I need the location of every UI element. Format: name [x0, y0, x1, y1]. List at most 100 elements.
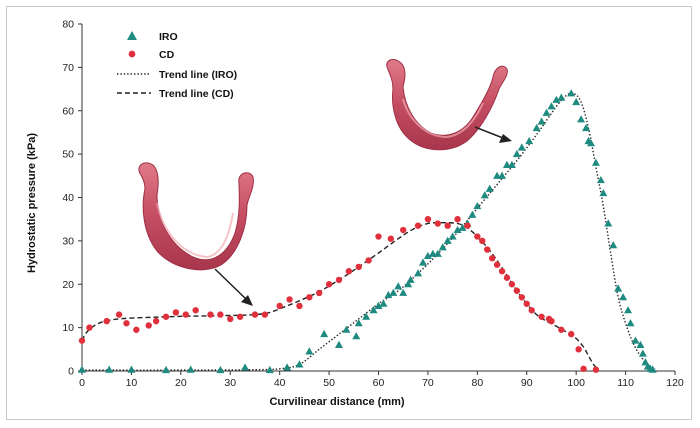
- cd-point: [444, 222, 451, 229]
- iro-point: [631, 336, 640, 344]
- iro-point: [577, 115, 586, 123]
- cd-point: [192, 307, 199, 314]
- iro-point: [394, 282, 403, 290]
- cd-point: [508, 281, 516, 288]
- cd-point: [365, 257, 372, 264]
- iro-point: [542, 108, 551, 116]
- iro-point: [448, 232, 457, 240]
- cd-point: [558, 326, 565, 333]
- iro-point: [525, 136, 534, 145]
- iro-point: [619, 293, 628, 301]
- iro-point: [624, 306, 633, 314]
- cd-point: [434, 220, 441, 227]
- legend-cd-marker: [128, 50, 136, 58]
- cd-point: [306, 294, 313, 301]
- iro-point: [404, 280, 413, 288]
- cd-point: [325, 281, 333, 288]
- y-tick-label: 50: [62, 149, 74, 161]
- iro-point: [614, 284, 623, 292]
- legend-cd-label: CD: [159, 49, 175, 61]
- iro-point: [572, 97, 581, 106]
- cd-point: [575, 346, 582, 353]
- cd-point: [316, 289, 323, 297]
- cd-point: [479, 237, 486, 245]
- cd-point: [568, 330, 575, 338]
- iro-point: [596, 175, 605, 184]
- series-points: [78, 89, 657, 374]
- iro-point: [406, 275, 415, 283]
- x-axis-ticks: 0 10 20 30 40 50 60 70 80 90 100 110 120: [79, 371, 684, 389]
- cd-point: [400, 226, 407, 234]
- cd-point: [261, 311, 269, 318]
- iro-point: [186, 365, 195, 373]
- iro-point: [480, 191, 489, 199]
- cd-point: [152, 317, 160, 325]
- cd-point: [518, 294, 526, 301]
- cd-point: [207, 311, 214, 318]
- iro-point: [552, 95, 561, 103]
- cd-point: [592, 366, 600, 373]
- legend-trend-cd-label: Trend line (CD): [159, 88, 234, 100]
- iro-point: [507, 160, 516, 168]
- cd-point: [523, 300, 530, 307]
- iro-point: [498, 171, 507, 179]
- iro-point: [362, 312, 371, 320]
- cd-point: [286, 296, 293, 303]
- y-tick-label: 30: [62, 235, 74, 247]
- cd-point: [474, 233, 481, 240]
- cd-point: [162, 313, 170, 320]
- cd-point: [217, 311, 224, 318]
- iro-point: [438, 243, 447, 251]
- x-tick-label: 90: [521, 377, 533, 389]
- iro-point: [127, 365, 136, 373]
- iro-point: [418, 258, 427, 266]
- cd-point: [276, 302, 283, 310]
- cd-point: [375, 233, 382, 240]
- cd-point: [355, 263, 362, 271]
- y-tick-label: 10: [62, 322, 74, 334]
- iro-point: [626, 319, 635, 327]
- cd-point: [145, 322, 152, 329]
- cd-point: [414, 222, 422, 229]
- cd-point: [227, 315, 234, 323]
- cd-point: [123, 320, 130, 327]
- iro-point: [567, 89, 576, 97]
- y-tick-label: 0: [68, 366, 74, 378]
- cd-point: [296, 302, 303, 310]
- cd-point: [493, 261, 501, 268]
- x-tick-label: 120: [666, 377, 684, 389]
- y-axis-title: Hydrostatic pressure (kPa): [26, 133, 38, 273]
- cd-point: [182, 311, 189, 318]
- iro-point: [512, 149, 521, 158]
- cd-point: [86, 324, 93, 331]
- iro-point: [473, 201, 482, 210]
- iro-point: [423, 251, 432, 260]
- iro-point: [636, 340, 645, 348]
- iro-point: [374, 301, 383, 309]
- y-tick-label: 70: [62, 62, 74, 74]
- y-tick-label: 60: [62, 105, 74, 117]
- iro-point: [453, 225, 462, 234]
- iro-point: [586, 139, 595, 147]
- iro-point: [414, 269, 423, 277]
- iro-point: [241, 363, 250, 371]
- y-tick-label: 40: [62, 192, 74, 204]
- iro-point: [468, 210, 477, 218]
- legend-iro-marker: [127, 31, 137, 40]
- iro-point: [384, 290, 393, 299]
- iro-point: [433, 249, 442, 257]
- legend-iro-label: IRO: [159, 31, 178, 43]
- x-tick-label: 30: [224, 377, 236, 389]
- iro-point: [517, 143, 526, 151]
- x-tick-label: 100: [567, 377, 585, 389]
- iro-point: [342, 325, 351, 333]
- iro-point: [334, 340, 343, 348]
- cd-point: [424, 215, 432, 223]
- cd-point: [538, 313, 545, 320]
- iro-point: [105, 365, 114, 373]
- x-tick-label: 70: [422, 377, 434, 389]
- iro-point: [379, 299, 388, 307]
- cd-point: [335, 276, 343, 284]
- trend-line-iro: [81, 92, 656, 371]
- iro-point: [389, 288, 398, 296]
